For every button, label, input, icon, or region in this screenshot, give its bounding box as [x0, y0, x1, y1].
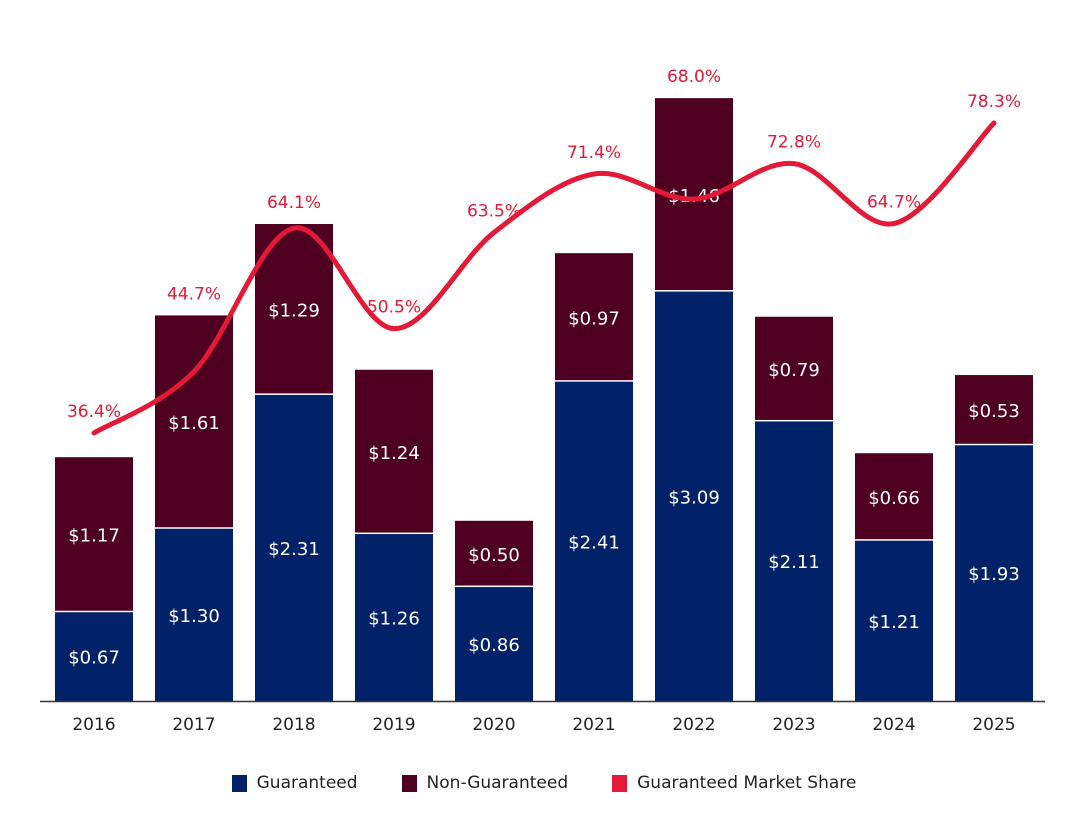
bar-label-non-guaranteed: $0.79: [768, 360, 820, 381]
legend-swatch-guaranteed: [231, 774, 247, 792]
bar-non-guaranteed: [355, 369, 433, 533]
bar-label-guaranteed: $2.11: [768, 552, 820, 573]
bar-label-non-guaranteed: $0.66: [868, 488, 920, 509]
bar-guaranteed: [155, 528, 233, 701]
bar-non-guaranteed: [755, 316, 833, 420]
x-tick-label: 2022: [672, 715, 715, 735]
market-share-label: 64.1%: [267, 193, 321, 213]
market-share-line: [91, 120, 997, 436]
legend-label: Guaranteed: [256, 773, 358, 793]
bar-guaranteed: [555, 381, 633, 701]
x-tick-label: 2017: [172, 715, 215, 735]
bar-guaranteed: [955, 445, 1033, 701]
bar-label-guaranteed: $1.26: [368, 609, 420, 630]
bar-guaranteed: [455, 587, 533, 701]
market-share-label: 36.4%: [67, 402, 121, 422]
market-share-label: 63.5%: [467, 201, 521, 221]
bar-label-guaranteed: $3.09: [668, 487, 720, 508]
bar-label-non-guaranteed: $1.24: [368, 443, 420, 464]
market-share-label: 64.7%: [867, 193, 921, 213]
x-tick-label: 2016: [72, 715, 115, 735]
bar-label-guaranteed: $1.30: [168, 606, 220, 627]
legend: Guaranteed Non-Guaranteed Guaranteed Mar…: [0, 773, 1088, 793]
x-tick-label: 2019: [372, 715, 415, 735]
x-tick-label: 2018: [272, 715, 315, 735]
bar-guaranteed: [255, 394, 333, 701]
market-share-label: 68.0%: [667, 67, 721, 87]
bar-label-guaranteed: $2.31: [268, 539, 320, 560]
bar-non-guaranteed: [155, 315, 233, 528]
x-tick-label: 2020: [472, 715, 515, 735]
bar-label-non-guaranteed: $0.50: [468, 545, 520, 566]
bar-non-guaranteed: [855, 453, 933, 540]
x-tick-label: 2023: [772, 715, 815, 735]
bar-label-guaranteed: $2.41: [568, 532, 620, 553]
bar-label-non-guaranteed: $1.61: [168, 413, 220, 434]
bar-label-non-guaranteed: $1.46: [668, 186, 720, 207]
legend-item-guaranteed: Guaranteed: [231, 773, 358, 793]
bar-non-guaranteed: [955, 375, 1033, 444]
bar-label-guaranteed: $1.21: [868, 612, 920, 633]
bar-guaranteed: [755, 421, 833, 701]
x-tick-label: 2021: [572, 715, 615, 735]
bar-label-non-guaranteed: $0.97: [568, 308, 620, 329]
legend-swatch-market-share: [612, 774, 628, 792]
bar-guaranteed: [855, 540, 933, 701]
market-share-label: 78.3%: [967, 92, 1021, 112]
bar-label-non-guaranteed: $1.29: [268, 300, 320, 321]
x-tick-label: 2024: [872, 715, 915, 735]
legend-label: Non-Guaranteed: [426, 773, 569, 793]
bar-guaranteed: [655, 291, 733, 701]
market-share-label: 50.5%: [367, 298, 421, 318]
bar-label-non-guaranteed: $0.53: [968, 401, 1020, 422]
bar-label-non-guaranteed: $1.17: [68, 526, 120, 547]
bar-label-guaranteed: $0.67: [68, 648, 120, 669]
bar-non-guaranteed: [455, 520, 533, 586]
legend-swatch-non-guaranteed: [401, 774, 417, 792]
bar-non-guaranteed: [55, 457, 133, 611]
market-share-label: 44.7%: [167, 284, 221, 304]
market-share-label: 72.8%: [767, 133, 821, 153]
bar-guaranteed: [55, 612, 133, 701]
legend-item-non-guaranteed: Non-Guaranteed: [401, 773, 569, 793]
bar-non-guaranteed: [555, 253, 633, 381]
legend-item-market-share: Guaranteed Market Share: [612, 773, 856, 793]
legend-label: Guaranteed Market Share: [637, 773, 857, 793]
bar-label-guaranteed: $1.93: [968, 564, 1020, 585]
x-tick-label: 2025: [972, 715, 1015, 735]
market-share-label: 71.4%: [567, 143, 621, 163]
bar-label-guaranteed: $0.86: [468, 635, 520, 656]
bar-guaranteed: [355, 534, 433, 701]
